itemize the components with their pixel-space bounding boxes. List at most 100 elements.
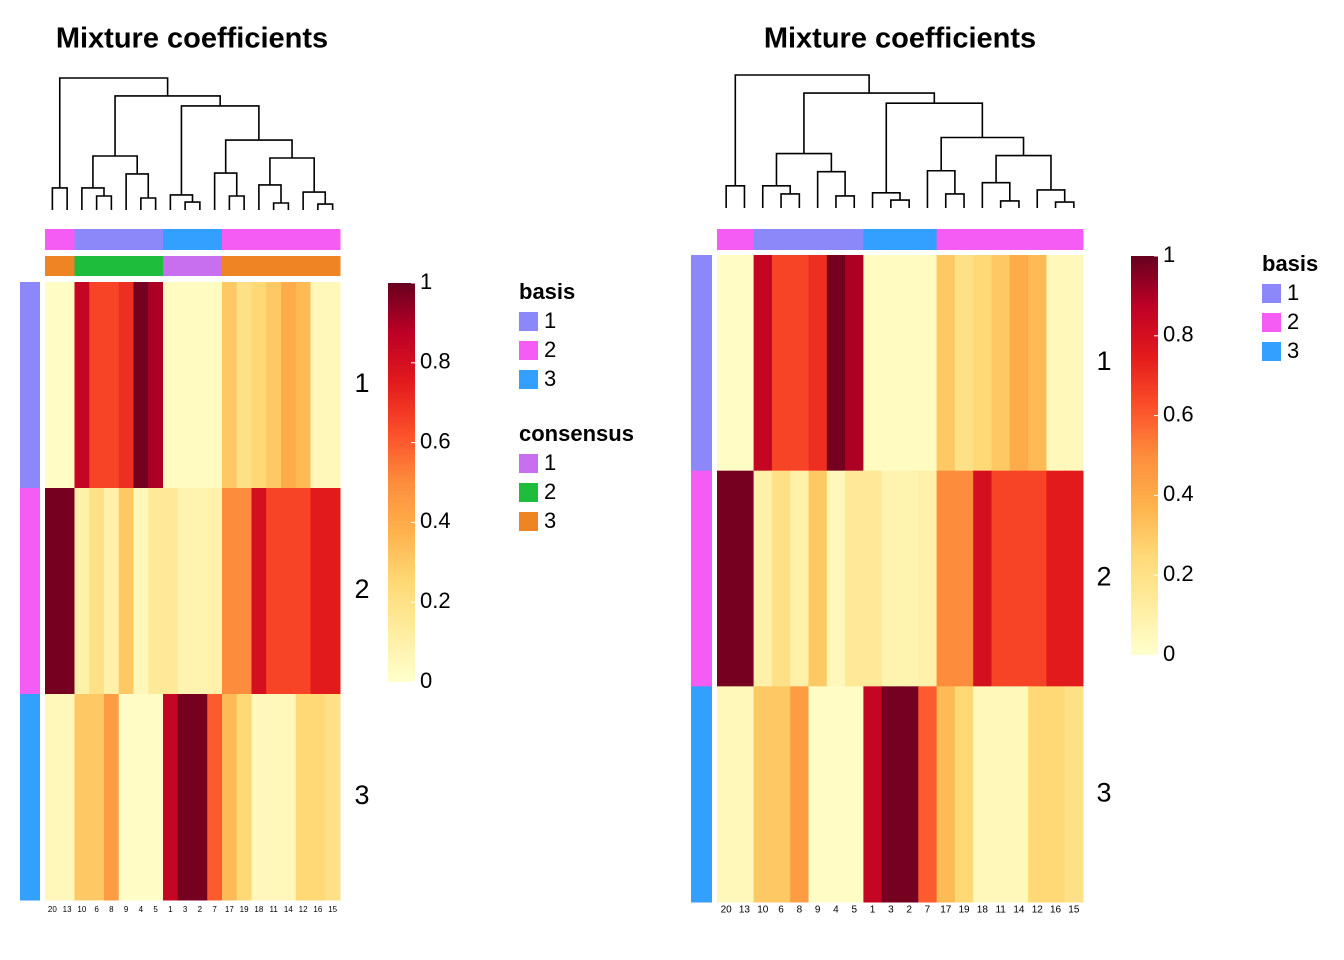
heatmap-cell [753,686,773,903]
legend-label: 1 [1287,280,1299,305]
dendrogram-branch [734,74,870,186]
heatmap-cell [863,686,883,903]
column-annotation-cell [1064,229,1084,250]
legend-swatch [1262,284,1281,303]
row-annotation-cell [691,470,712,687]
column-label: 10 [757,905,769,916]
heatmap-cell [1009,255,1029,472]
heatmap-cell [207,694,223,901]
heatmap-cell [89,282,105,489]
column-label: 6 [778,905,784,916]
heatmap-cell [118,694,134,901]
heatmap-cell [717,470,736,687]
heatmap-cell [900,470,919,687]
dendrogram-branch [140,197,157,210]
heatmap-cell [192,694,208,901]
dendrogram-branch [1054,201,1075,208]
heatmap-cell [118,488,134,695]
column-label: 16 [313,905,322,914]
heatmap-cell [1064,470,1084,687]
column-annotation-cell [310,256,326,276]
legend-swatch [519,341,538,360]
dendrogram-branch [890,199,910,208]
column-annotation-cell [177,229,193,250]
heatmap-cell [845,686,864,903]
column-annotation-cell [808,229,828,250]
row-label: 1 [354,368,369,398]
colorbar-tick-label: 1 [1163,242,1175,267]
dendrogram-branch [725,184,746,208]
dendrogram-branch [981,181,1011,208]
column-annotation-cell [1046,229,1066,250]
column-annotation-cell [954,229,974,250]
column-label: 10 [77,905,86,914]
heatmap-cell [325,282,341,489]
row-label: 1 [1096,346,1111,376]
column-annotation-cell [236,229,252,250]
heatmap-cell [1028,470,1047,687]
dendrogram-branch [184,201,201,210]
colorbar-tick-label: 1 [420,269,432,294]
heatmap-cell [900,255,919,472]
heatmap-cell [133,694,149,901]
column-annotation-cell [936,229,956,250]
heatmap-cell [177,488,193,695]
colorbar-tick-label: 0.8 [1163,322,1194,347]
dendrogram-branch [775,152,833,186]
dendrogram-branch [780,193,801,208]
column-annotation-cell [295,256,311,276]
legend-label: 3 [544,508,556,533]
column-annotation-cell [310,229,326,250]
heatmap-cell [59,488,75,695]
heatmap-cell [325,694,341,901]
heatmap-cell [753,470,773,687]
column-annotation-cell [133,229,149,250]
colorbar-tick-label: 0 [420,668,432,693]
column-annotation-cell [251,256,267,276]
column-annotation-cell [991,229,1011,250]
column-annotation-cell [222,229,238,250]
legend-swatch [519,370,538,389]
column-label: 11 [995,905,1006,916]
heatmap-cell [222,488,238,695]
column-annotation-cell [1028,229,1047,250]
column-annotation-cell [918,229,938,250]
heatmap-cell [148,282,164,489]
row-label: 3 [354,780,369,810]
column-annotation-cell [59,229,75,250]
legend-label: 1 [544,308,556,333]
heatmap-cell [163,694,179,901]
column-annotation-cell [845,229,864,250]
heatmap-cell [881,686,901,903]
heatmap-cell [826,255,846,472]
column-annotation-cell [753,229,773,250]
column-label: 19 [240,905,249,914]
colorbar [388,283,415,682]
dendrogram-branch [272,202,290,210]
heatmap-cell [863,255,883,472]
legend-swatch [519,454,538,473]
dendrogram-branch [224,139,293,174]
column-annotation-cell [281,256,297,276]
dendrogram-branch [302,191,327,210]
heatmap-cell [163,282,179,489]
dendrogram-branch [114,95,221,157]
dendrogram-branch [213,172,238,210]
dendrogram-branch [999,200,1020,208]
heatmap-cell [936,470,956,687]
dendrogram-branch [228,195,245,210]
legend-title: basis [519,279,575,304]
dendrogram-branch [835,195,856,208]
heatmap-cell [826,470,846,687]
dendrogram-branch [317,203,334,210]
dendrogram-branch [995,154,1052,190]
column-annotation-cell [826,229,846,250]
dendrogram-branch [258,184,282,210]
dendrogram-branch [940,136,1025,171]
dendrogram-branch [926,169,956,208]
column-annotation-cell [863,229,883,250]
dendrogram-branch [51,187,68,210]
dendrogram-branch [81,187,105,210]
heatmap-cell [845,470,864,687]
column-annotation-cell [133,256,149,276]
